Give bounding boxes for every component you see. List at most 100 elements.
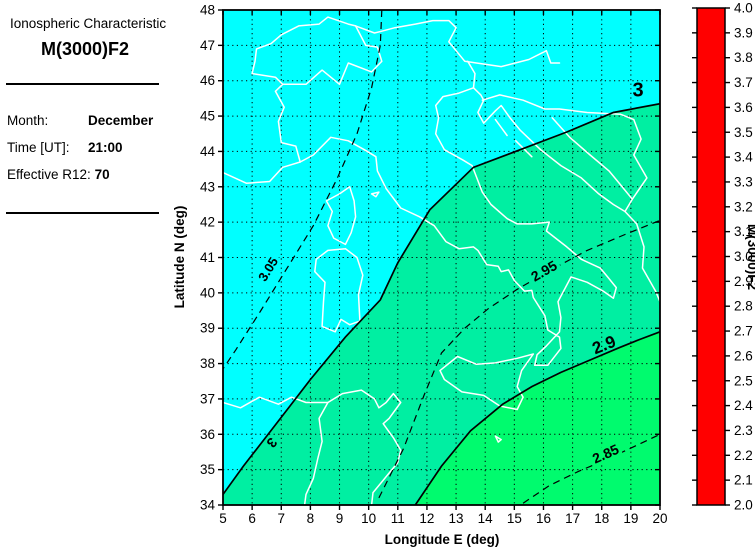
- divider-top: [6, 83, 159, 85]
- y-tick-label: 44: [200, 144, 216, 159]
- coastline: [223, 87, 660, 367]
- colorbar-tick-label: 2.6: [734, 348, 753, 363]
- colorbar-tick-label: 2.1: [734, 473, 753, 488]
- panel-title: Ionospheric Characteristic: [10, 16, 167, 31]
- y-tick-label: 47: [200, 38, 215, 53]
- x-tick-label: 5: [219, 511, 227, 526]
- x-tick-label: 19: [623, 511, 638, 526]
- coastline: [325, 186, 357, 246]
- contour-2.9: [414, 331, 660, 505]
- coastline: [314, 247, 364, 333]
- colorbar-tick-label: 3.8: [734, 50, 753, 65]
- band-below-2.9: [415, 331, 660, 505]
- colorbar-tick-label: 3.6: [734, 100, 753, 115]
- colorbar-tick-label: 2.8: [734, 299, 753, 314]
- colorbar-tick-label: 3.7: [734, 75, 753, 90]
- x-tick-label: 20: [652, 511, 667, 526]
- coastline: [370, 191, 380, 198]
- colorbar-tick-label: 3.9: [734, 25, 753, 40]
- month-label: Month:: [7, 113, 49, 128]
- characteristic-name: M(3000)F2: [40, 39, 130, 59]
- colorbar-tick-label: 3.4: [734, 150, 753, 165]
- month-value: December: [88, 113, 154, 128]
- y-axis-title: Latitude N (deg): [172, 206, 187, 309]
- coastline: [354, 19, 561, 68]
- y-tick-label: 45: [200, 109, 215, 124]
- coastline: [466, 60, 476, 89]
- colorbar-tick-label: 3.0: [734, 249, 753, 264]
- coastline: [494, 435, 502, 443]
- month-row: Month: December: [7, 113, 153, 128]
- y-tick-label: 39: [200, 321, 215, 336]
- time-label: Time [UT]:: [7, 140, 70, 155]
- coastline: [631, 118, 648, 200]
- coastline: [274, 83, 301, 163]
- y-tick-label: 38: [200, 356, 215, 371]
- colorbar-tick-label: 2.0: [734, 498, 753, 513]
- contour-2.95: [378, 219, 660, 499]
- filled-contour-bands: [223, 10, 660, 505]
- r12-row: Effective R12: 70: [7, 167, 110, 182]
- x-tick-label: 16: [536, 511, 551, 526]
- x-tick-label: 10: [361, 511, 376, 526]
- colorbar-tick-label: 2.2: [734, 448, 753, 463]
- time-value: 21:00: [88, 140, 123, 155]
- colorbar-tick-label: 2.7: [734, 324, 753, 339]
- y-tick-label: 37: [200, 391, 215, 406]
- coastline: [481, 94, 635, 121]
- coastline: [251, 16, 383, 86]
- colorbar-tick-label: 3.5: [734, 125, 753, 140]
- contour-3: [223, 102, 660, 495]
- colorbar-tick-label: 2.9: [734, 274, 753, 289]
- y-tick-label: 41: [200, 250, 215, 265]
- x-tick-label: 18: [594, 511, 609, 526]
- divider-bottom: [6, 212, 159, 214]
- y-tick-label: 36: [200, 427, 215, 442]
- colorbar: 2.0 2.1 2.2 2.3 2.4 2.5 2.6 2.7 2.8 2.9 3.0 3.1 3.2 3…: [692, 1, 753, 513]
- y-tick-label: 40: [200, 285, 215, 300]
- y-tick-label: 34: [200, 498, 216, 513]
- contour-label-3: 3: [633, 80, 644, 102]
- coastline: [303, 401, 329, 505]
- colorbar-tick-label: 3.1: [734, 224, 753, 239]
- contour-2.85: [522, 433, 660, 504]
- coastline: [223, 389, 402, 505]
- coastline: [494, 118, 508, 137]
- y-tick-label: 35: [200, 462, 215, 477]
- axis-tick-labels: 5 6 7 8 9 10 11 12 13 14 15 16 17 18 19 20 34 35 36 37 38 39 4…: [200, 3, 668, 527]
- colorbar-tick-label: 2.4: [734, 398, 753, 413]
- x-tick-label: 11: [391, 511, 405, 526]
- y-tick-label: 43: [200, 179, 215, 194]
- grid-lines: [223, 10, 660, 505]
- x-tick-label: 8: [307, 511, 315, 526]
- x-tick-label: 17: [565, 511, 580, 526]
- colorbar-tick-label: 3.3: [734, 174, 753, 189]
- colorbar-tick-label: 2.5: [734, 373, 753, 388]
- contour-lines: [223, 10, 660, 505]
- time-row: Time [UT]: 21:00: [7, 140, 123, 155]
- x-tick-label: 7: [278, 511, 286, 526]
- contour-3.05: [223, 10, 383, 370]
- colorbar-tick-label: 2.3: [734, 423, 753, 438]
- r12-value: 70: [94, 167, 110, 182]
- x-tick-label: 15: [507, 511, 522, 526]
- axis-ticks: [218, 9, 661, 510]
- x-tick-label: 6: [248, 511, 256, 526]
- band-2.9-3.0: [223, 103, 660, 505]
- colorbar-title: M(3000)F2: [745, 224, 755, 290]
- colorbar-tick-label: 4.0: [734, 1, 753, 16]
- y-tick-label: 48: [200, 3, 215, 18]
- x-tick-label: 9: [336, 511, 344, 526]
- x-tick-label: 12: [419, 511, 434, 526]
- x-tick-label: 14: [478, 511, 494, 526]
- band-above-3.0: [223, 10, 660, 495]
- colorbar-gradient: [696, 7, 726, 506]
- y-tick-label: 46: [200, 73, 215, 88]
- x-tick-label: 13: [449, 511, 464, 526]
- y-tick-label: 42: [200, 215, 215, 230]
- r12-label: Effective R12:: [7, 167, 91, 182]
- coastline: [439, 353, 535, 411]
- x-axis-title: Longitude E (deg): [385, 532, 500, 547]
